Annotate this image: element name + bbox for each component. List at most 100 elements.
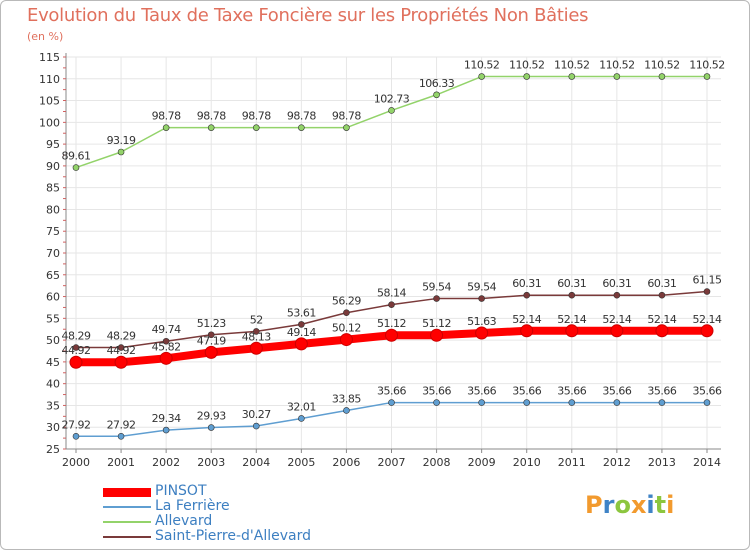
data-label-0: 52.14 (557, 313, 586, 326)
y-tick-label: 25 (46, 443, 60, 456)
data-point-1 (162, 426, 170, 434)
data-point-1 (298, 415, 305, 422)
y-axis-unit-label: (en %) (27, 30, 64, 43)
data-point-1 (72, 432, 80, 440)
x-tick-label: 2004 (242, 456, 270, 469)
y-tick-label: 80 (46, 203, 60, 216)
data-label-0: 51.63 (467, 315, 496, 328)
data-point-2 (388, 107, 395, 114)
data-label-1: 35.66 (512, 385, 541, 398)
data-label-3: 53.61 (287, 306, 316, 319)
data-label-0: 47.19 (197, 334, 226, 347)
y-tick-label: 85 (46, 182, 60, 195)
data-label-0: 51.12 (422, 317, 451, 330)
data-point-3 (568, 291, 576, 299)
data-point-0 (339, 333, 353, 347)
axes (63, 53, 721, 453)
data-point-0 (294, 337, 308, 351)
data-label-2: 98.78 (287, 110, 316, 123)
logo-letter: r (602, 491, 615, 519)
data-point-2 (207, 124, 215, 131)
data-point-3 (72, 344, 80, 351)
data-point-0 (700, 324, 714, 338)
y-tick-label: 75 (46, 225, 60, 238)
x-tick-label: 2014 (693, 456, 721, 469)
data-label-0: 44.92 (62, 344, 91, 357)
data-point-2 (252, 124, 260, 131)
proxiti-logo: Proxiti (585, 491, 674, 519)
data-point-0 (385, 328, 398, 342)
data-label-3: 60.31 (602, 277, 631, 290)
data-label-2: 102.73 (374, 92, 410, 105)
legend-swatch (103, 521, 151, 523)
data-label-3: 52 (250, 313, 263, 326)
data-label-3: 56.29 (332, 295, 361, 308)
x-tick-label: 2010 (513, 456, 541, 469)
data-label-3: 60.31 (647, 277, 676, 290)
series-points (69, 73, 714, 440)
data-point-0 (520, 324, 534, 338)
y-tick-label: 45 (46, 356, 60, 369)
logo-letter: i (646, 491, 655, 519)
data-label-2: 98.78 (197, 110, 226, 123)
logo-letter: o (614, 491, 631, 519)
legend-swatch (103, 506, 151, 508)
data-point-3 (162, 337, 170, 345)
data-label-2: 110.52 (644, 59, 680, 72)
data-point-1 (613, 399, 621, 406)
data-point-2 (568, 73, 576, 80)
data-point-1 (433, 399, 440, 406)
data-label-3: 59.54 (422, 281, 451, 294)
data-label-1: 35.66 (467, 385, 496, 398)
data-point-2 (433, 91, 440, 99)
data-point-2 (703, 73, 711, 80)
data-label-2: 110.52 (599, 59, 635, 72)
data-label-2: 110.52 (464, 59, 500, 72)
data-point-1 (117, 432, 125, 440)
x-tick-label: 2003 (197, 456, 225, 469)
data-point-0 (69, 355, 83, 369)
legend-swatch (103, 487, 151, 497)
data-label-1: 35.66 (602, 385, 631, 398)
logo-letter: t (654, 491, 667, 519)
legend-label: Allevard (155, 513, 213, 529)
data-label-0: 44.92 (107, 344, 136, 357)
y-tick-label: 100 (39, 116, 60, 129)
grid (66, 56, 721, 450)
data-point-3 (298, 321, 305, 328)
data-point-2 (298, 124, 305, 131)
data-label-3: 59.54 (467, 281, 496, 294)
data-label-3: 58.14 (377, 287, 406, 300)
y-tick-label: 95 (46, 138, 60, 151)
data-label-1: 35.66 (377, 385, 406, 398)
data-point-1 (703, 399, 711, 406)
data-point-2 (613, 73, 621, 80)
data-label-0: 49.14 (287, 326, 316, 339)
y-tick-label: 40 (46, 378, 60, 391)
data-label-1: 33.85 (332, 392, 361, 405)
data-point-0 (655, 324, 669, 338)
data-label-1: 27.92 (107, 418, 136, 431)
data-label-1: 32.01 (287, 400, 316, 413)
data-label-3: 49.74 (152, 323, 181, 336)
legend-label: La Ferrière (155, 498, 230, 514)
data-point-0 (114, 355, 128, 369)
x-tick-label: 2000 (62, 456, 90, 469)
logo-letter: i (666, 491, 675, 519)
data-point-3 (252, 328, 260, 335)
x-tick-label: 2013 (648, 456, 676, 469)
data-point-0 (475, 326, 489, 340)
data-label-0: 50.12 (332, 322, 361, 335)
data-label-0: 52.14 (647, 313, 676, 326)
data-point-1 (207, 424, 215, 431)
data-label-2: 98.78 (332, 110, 361, 123)
data-point-3 (388, 301, 395, 308)
data-label-3: 48.29 (107, 330, 136, 343)
data-point-1 (658, 399, 666, 406)
logo-letter: P (585, 491, 603, 519)
data-label-2: 110.52 (689, 59, 725, 72)
data-label-3: 48.29 (62, 330, 91, 343)
data-point-1 (478, 399, 485, 406)
